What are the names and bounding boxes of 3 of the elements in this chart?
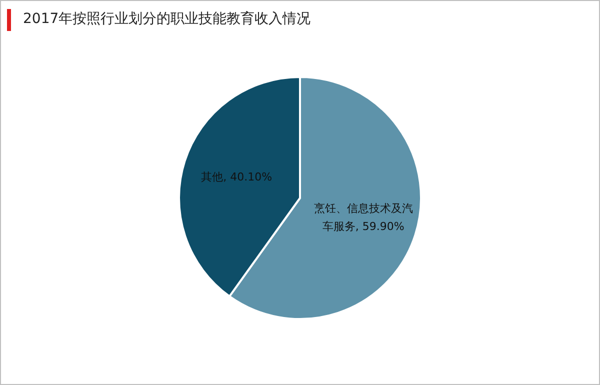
- slice-label: 其他, 40.10%: [201, 170, 272, 184]
- chart-title: 2017年按照行业划分的职业技能教育收入情况: [22, 10, 311, 28]
- slice-label: 烹饪、信息技术及汽车服务, 59.90%: [314, 202, 413, 234]
